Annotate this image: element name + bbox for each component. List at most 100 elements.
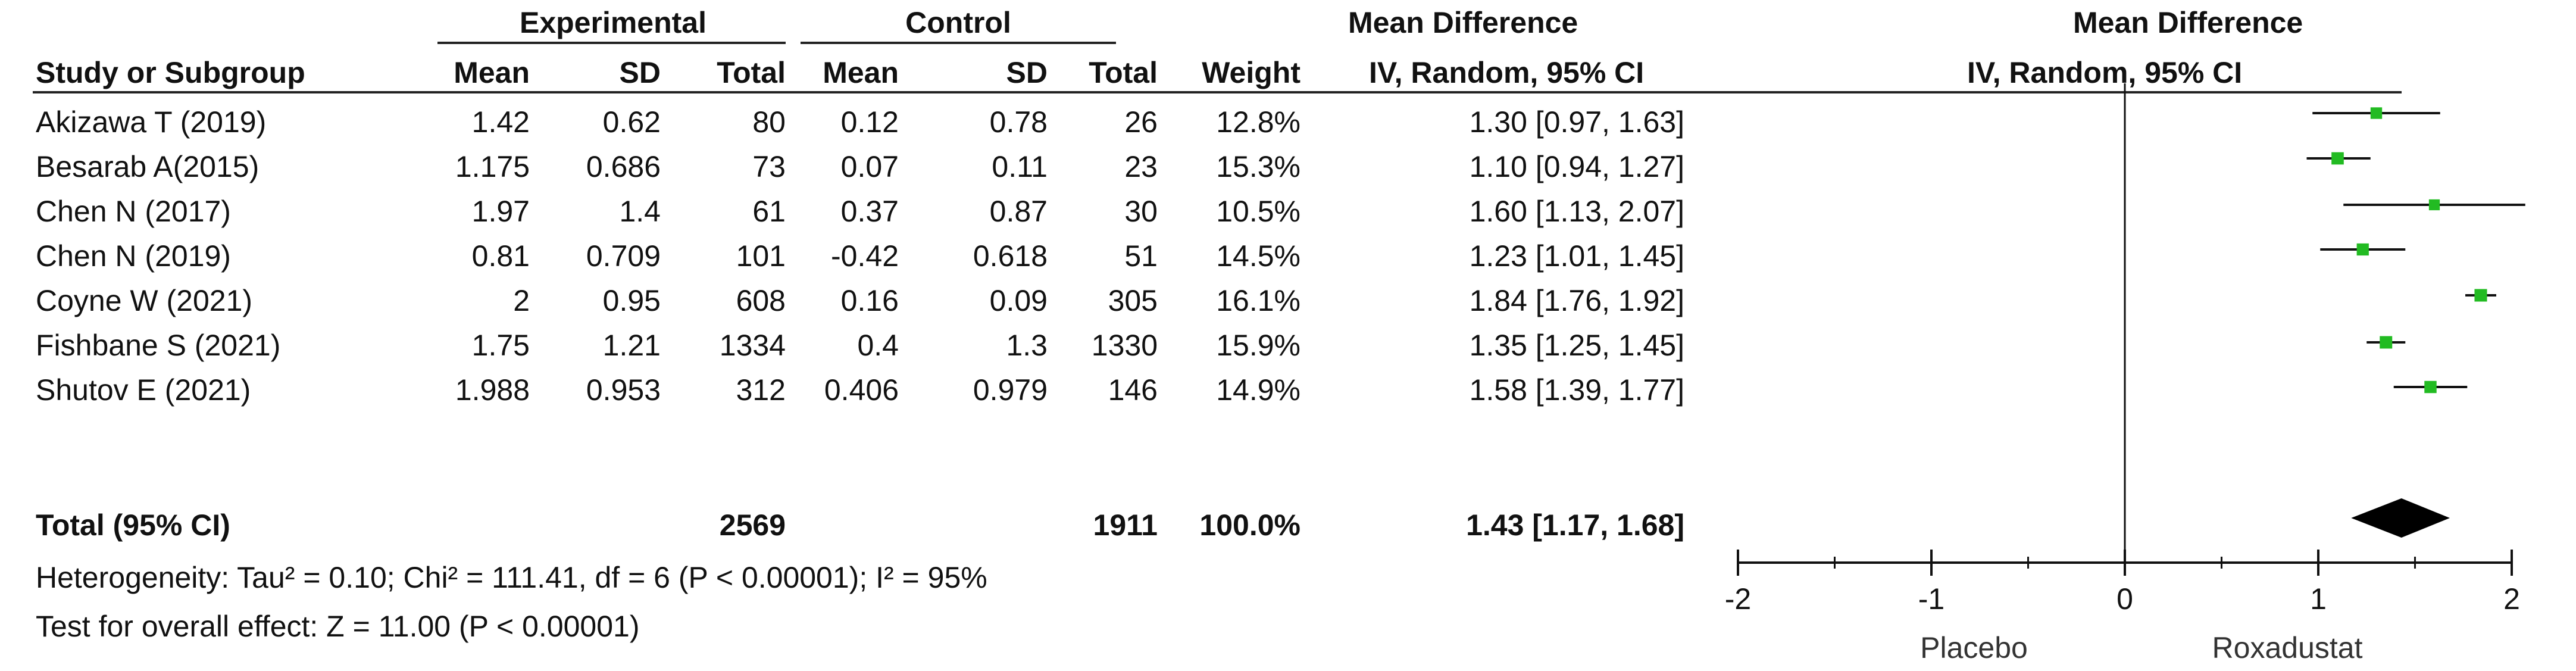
exp-sd: 1.4 [619, 195, 661, 228]
ctrl-sd: 0.09 [989, 284, 1048, 317]
overall-effect-text: Test for overall effect: Z = 11.00 (P < … [36, 610, 640, 643]
header-plot-group: Mean Difference [2073, 6, 2303, 39]
ctrl-mean: 0.406 [824, 373, 899, 407]
ctrl-total: 26 [1124, 105, 1158, 139]
exp-sd: 1.21 [602, 329, 661, 362]
study-marker [2474, 289, 2487, 302]
header-rule [33, 91, 2402, 93]
study-name: Chen N (2019) [36, 239, 231, 273]
ctrl-mean: -0.42 [831, 239, 899, 273]
x-tick-label: 1 [2310, 582, 2327, 616]
study-marker [2331, 152, 2344, 165]
header-ctrl-sd: SD [1006, 56, 1048, 89]
exp-mean: 1.97 [471, 195, 530, 228]
heterogeneity-text: Heterogeneity: Tau² = 0.10; Chi² = 111.4… [36, 561, 987, 594]
exp-total: 312 [736, 373, 786, 407]
ctrl-mean: 0.12 [840, 105, 899, 139]
ci-text: 1.23 [1.01, 1.45] [1469, 239, 1684, 273]
header-experimental: Experimental [519, 6, 706, 39]
total-weight: 100.0% [1199, 508, 1300, 542]
exp-sd: 0.953 [586, 373, 661, 407]
exp-total: 61 [752, 195, 786, 228]
exp-mean: 2 [513, 284, 530, 317]
study-name: Akizawa T (2019) [36, 105, 267, 139]
ctrl-total: 30 [1124, 195, 1158, 228]
header-ctrl-total: Total [1089, 56, 1158, 89]
study-marker [2370, 107, 2383, 119]
ctrl-mean: 0.07 [840, 150, 899, 183]
exp-mean: 1.988 [455, 373, 530, 407]
x-tick-label: -1 [1918, 582, 1944, 616]
weight: 12.8% [1216, 105, 1300, 139]
study-name: Chen N (2017) [36, 195, 231, 228]
exp-sd: 0.686 [586, 150, 661, 183]
ci-text: 1.35 [1.25, 1.45] [1469, 329, 1684, 362]
header-ctrl-mean: Mean [823, 56, 899, 89]
exp-sd: 0.95 [602, 284, 661, 317]
favours-left-label: Placebo [1920, 631, 2028, 664]
ctrl-mean: 0.16 [840, 284, 899, 317]
ci-text: 1.58 [1.39, 1.77] [1469, 373, 1684, 407]
weight: 16.1% [1216, 284, 1300, 317]
total-exp-total: 2569 [719, 508, 786, 542]
header-exp-sd: SD [619, 56, 661, 89]
ci-text: 1.30 [0.97, 1.63] [1469, 105, 1684, 139]
exp-total: 73 [752, 150, 786, 183]
x-tick-label: 2 [2503, 582, 2520, 616]
ctrl-total: 146 [1108, 373, 1158, 407]
weight: 15.9% [1216, 329, 1300, 362]
ctrl-sd: 1.3 [1006, 329, 1048, 362]
pooled-diamond [2351, 498, 2450, 538]
header-effect-method: IV, Random, 95% CI [1369, 56, 1645, 89]
weight: 15.3% [1216, 150, 1300, 183]
ctrl-total: 305 [1108, 284, 1158, 317]
study-marker [2380, 336, 2393, 349]
x-tick-label: 0 [2117, 582, 2133, 616]
header-effect-group: Mean Difference [1348, 6, 1578, 39]
header-exp-total: Total [717, 56, 786, 89]
x-tick-label: -2 [1725, 582, 1751, 616]
header-plot-method: IV, Random, 95% CI [1967, 56, 2243, 89]
exp-sd: 0.62 [602, 105, 661, 139]
ctrl-mean: 0.37 [840, 195, 899, 228]
ci-text: 1.10 [0.94, 1.27] [1469, 150, 1684, 183]
study-marker [2356, 243, 2369, 256]
ctrl-mean: 0.4 [857, 329, 899, 362]
ctrl-sd: 0.618 [973, 239, 1048, 273]
weight: 14.5% [1216, 239, 1300, 273]
ctrl-sd: 0.78 [989, 105, 1048, 139]
study-name: Shutov E (2021) [36, 373, 251, 407]
ctrl-sd: 0.87 [989, 195, 1048, 228]
header-experimental-underline [437, 42, 786, 44]
exp-mean: 1.175 [455, 150, 530, 183]
total-label: Total (95% CI) [36, 508, 230, 542]
exp-mean: 0.81 [471, 239, 530, 273]
study-name: Fishbane S (2021) [36, 329, 281, 362]
ci-text: 1.60 [1.13, 2.07] [1469, 195, 1684, 228]
favours-right-label: Roxadustat [2212, 631, 2363, 664]
exp-total: 80 [752, 105, 786, 139]
study-name: Besarab A(2015) [36, 150, 260, 183]
exp-sd: 0.709 [586, 239, 661, 273]
ctrl-sd: 0.11 [992, 150, 1048, 183]
study-marker [2428, 199, 2440, 211]
total-ci: 1.43 [1.17, 1.68] [1466, 508, 1684, 542]
exp-mean: 1.42 [471, 105, 530, 139]
study-marker [2424, 380, 2437, 394]
ctrl-sd: 0.979 [973, 373, 1048, 407]
total-ctrl-total: 1911 [1093, 508, 1158, 542]
exp-total: 608 [736, 284, 786, 317]
study-name: Coyne W (2021) [36, 284, 253, 317]
ctrl-total: 1330 [1091, 329, 1158, 362]
exp-total: 1334 [719, 329, 786, 362]
weight: 14.9% [1216, 373, 1300, 407]
header-weight: Weight [1202, 56, 1300, 89]
header-exp-mean: Mean [454, 56, 530, 89]
header-control-underline [801, 42, 1116, 44]
exp-total: 101 [736, 239, 786, 273]
header-control: Control [905, 6, 1011, 39]
ci-text: 1.84 [1.76, 1.92] [1469, 284, 1684, 317]
header-study: Study or Subgroup [36, 56, 305, 89]
ctrl-total: 51 [1124, 239, 1158, 273]
